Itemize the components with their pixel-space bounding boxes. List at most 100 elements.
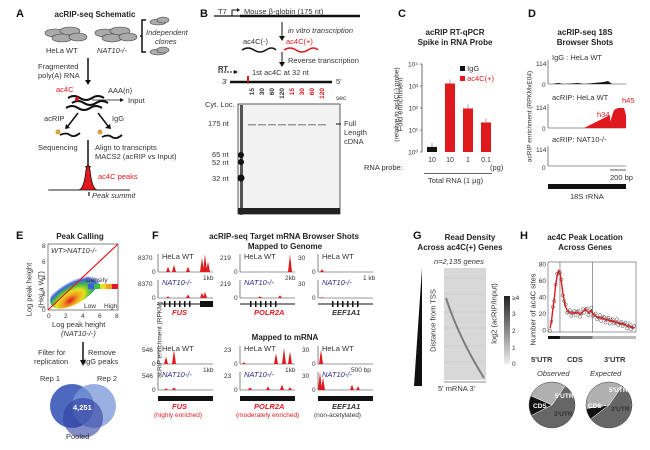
- five-prime-label: 5': [336, 77, 342, 86]
- panel-c-title-2: Spike in RNA Probe: [417, 38, 493, 47]
- aaa-label: AAA(n): [108, 86, 133, 95]
- h45-label: h45: [622, 96, 635, 105]
- h-point: [569, 314, 574, 318]
- h-ytick-label: 40: [539, 295, 547, 302]
- e-ylabel-1: Log peak height: [24, 262, 34, 317]
- f-zero: 0: [234, 361, 238, 368]
- ac4c-peaks-label: ac4C peaks: [98, 172, 138, 181]
- h-ytick-label: 80: [539, 262, 547, 269]
- cyt-loc-label: Cyt. Loc.: [205, 100, 235, 109]
- f-exon: [265, 301, 267, 307]
- f-ko-label: NAT10-/-: [322, 278, 352, 287]
- d-ylabel: acRIP enrichment (RPKMxE04): [526, 70, 534, 163]
- f-wt-label: HeLa WT: [162, 252, 194, 261]
- f-exon: [174, 301, 176, 307]
- panel-b-label: B: [200, 8, 208, 20]
- marker-65: 65 nt: [212, 150, 229, 159]
- f-ko-label: NAT10-/-: [162, 278, 192, 287]
- c-xtick-label: 10: [428, 157, 436, 164]
- density-high: High: [104, 303, 118, 310]
- f-zero: 0: [152, 387, 156, 394]
- lane-label: 30: [259, 88, 266, 96]
- f-peak: [172, 387, 176, 390]
- total-rna-label: Total RNA (1 μg): [428, 176, 484, 185]
- f-peak: [288, 351, 292, 364]
- f-exon: [357, 301, 359, 307]
- f-peak: [321, 377, 325, 390]
- f-exon: [337, 301, 339, 307]
- marker-175: 175 nt: [208, 119, 229, 128]
- panel-a-label: A: [16, 8, 24, 20]
- c-bar: [427, 146, 437, 152]
- colorbar: [504, 296, 510, 364]
- h-region-bar-cds: [559, 336, 593, 339]
- f-wt-label: HeLa WT: [322, 344, 354, 353]
- f-exon: [255, 301, 257, 307]
- g-cbar-label: log2 (acRIP/Input): [489, 283, 499, 344]
- expected-label: Expected: [590, 369, 622, 378]
- f-exon: [275, 301, 277, 307]
- f-peak: [172, 264, 176, 272]
- h-region-bar-3utr: [592, 336, 636, 339]
- e-ytick-6: 6: [42, 259, 46, 266]
- e-xlabel-2: (NAT10-/-): [61, 329, 96, 338]
- total-rna-line: [424, 173, 492, 174]
- h-point: [597, 313, 602, 318]
- f-mrna-max: 23: [224, 373, 232, 380]
- d-track-3-prefix: acRIP: NAT10-/-: [552, 135, 607, 144]
- t7-label: T7: [218, 7, 227, 16]
- f-peak: [319, 349, 323, 364]
- e-ytick-2: 2: [42, 291, 46, 298]
- f-zero: 0: [312, 361, 316, 368]
- f-peak: [200, 292, 204, 298]
- f-peak: [172, 349, 176, 364]
- h34-h45-peak: [584, 108, 626, 128]
- venn-diagram: [50, 384, 116, 438]
- f-exon: [184, 301, 186, 307]
- panel-c-label: C: [398, 8, 406, 20]
- c-bar: [445, 83, 455, 152]
- peak-summit-label: Peak summit: [92, 191, 136, 200]
- legend-ac4c-swatch: [460, 76, 465, 81]
- h-point: [603, 320, 608, 325]
- f-peak: [320, 297, 324, 298]
- cbar-tick: 3: [512, 311, 516, 318]
- e-xtick-4: 4: [81, 313, 85, 320]
- c-ytick-label: 10²: [409, 106, 419, 113]
- hela-wt-label: HeLa WT: [46, 46, 78, 55]
- legend-ac4c: ac4C(+): [467, 74, 494, 83]
- lane-label: 15: [289, 88, 296, 96]
- density-low: Low: [84, 303, 96, 310]
- mapped-genome-label: Mapped to Genome: [247, 242, 323, 251]
- f-genome-scale: 1 kb: [363, 275, 376, 282]
- f-genome-max: 30: [298, 255, 306, 262]
- d-track-1-name: IgG : HeLa WT: [552, 53, 603, 62]
- f-exon: [332, 301, 334, 307]
- g-heatmap: [414, 268, 510, 386]
- ac4c-neg-label: ac4C(-): [243, 37, 269, 46]
- c-ytick-label: 10¹: [409, 128, 419, 135]
- panel-f-title: acRIP-seq Target mRNA Browser Shots: [209, 232, 359, 241]
- f-exon: [179, 301, 181, 307]
- peak-shape: [50, 164, 130, 191]
- h-frame: [547, 261, 637, 333]
- f-gene-name: EEF1A1: [332, 402, 361, 411]
- marker-52: 52 nt: [212, 158, 229, 167]
- diagonal-line: [47, 243, 119, 311]
- f-wt-label: HeLa WT: [162, 344, 194, 353]
- g-xlabel: 5' mRNA 3': [438, 384, 476, 393]
- f-exon: [189, 301, 191, 307]
- f-peak: [356, 386, 360, 390]
- e-xtick-6: 6: [98, 313, 102, 320]
- h-point: [627, 322, 632, 327]
- h-point: [586, 313, 591, 318]
- f-zero: 0: [312, 295, 316, 302]
- f-zero: 0: [152, 269, 156, 276]
- f-peak: [166, 266, 170, 272]
- n-genes-label: n=2,135 genes: [434, 257, 484, 266]
- probe-label: RNA probe:: [364, 163, 403, 172]
- ac4c-pos-label: ac4C(+): [286, 37, 313, 46]
- panel-h-label: H: [520, 230, 528, 242]
- f-peak: [282, 347, 286, 364]
- panel-d-title-1: acRIP-seq 18S: [557, 28, 613, 37]
